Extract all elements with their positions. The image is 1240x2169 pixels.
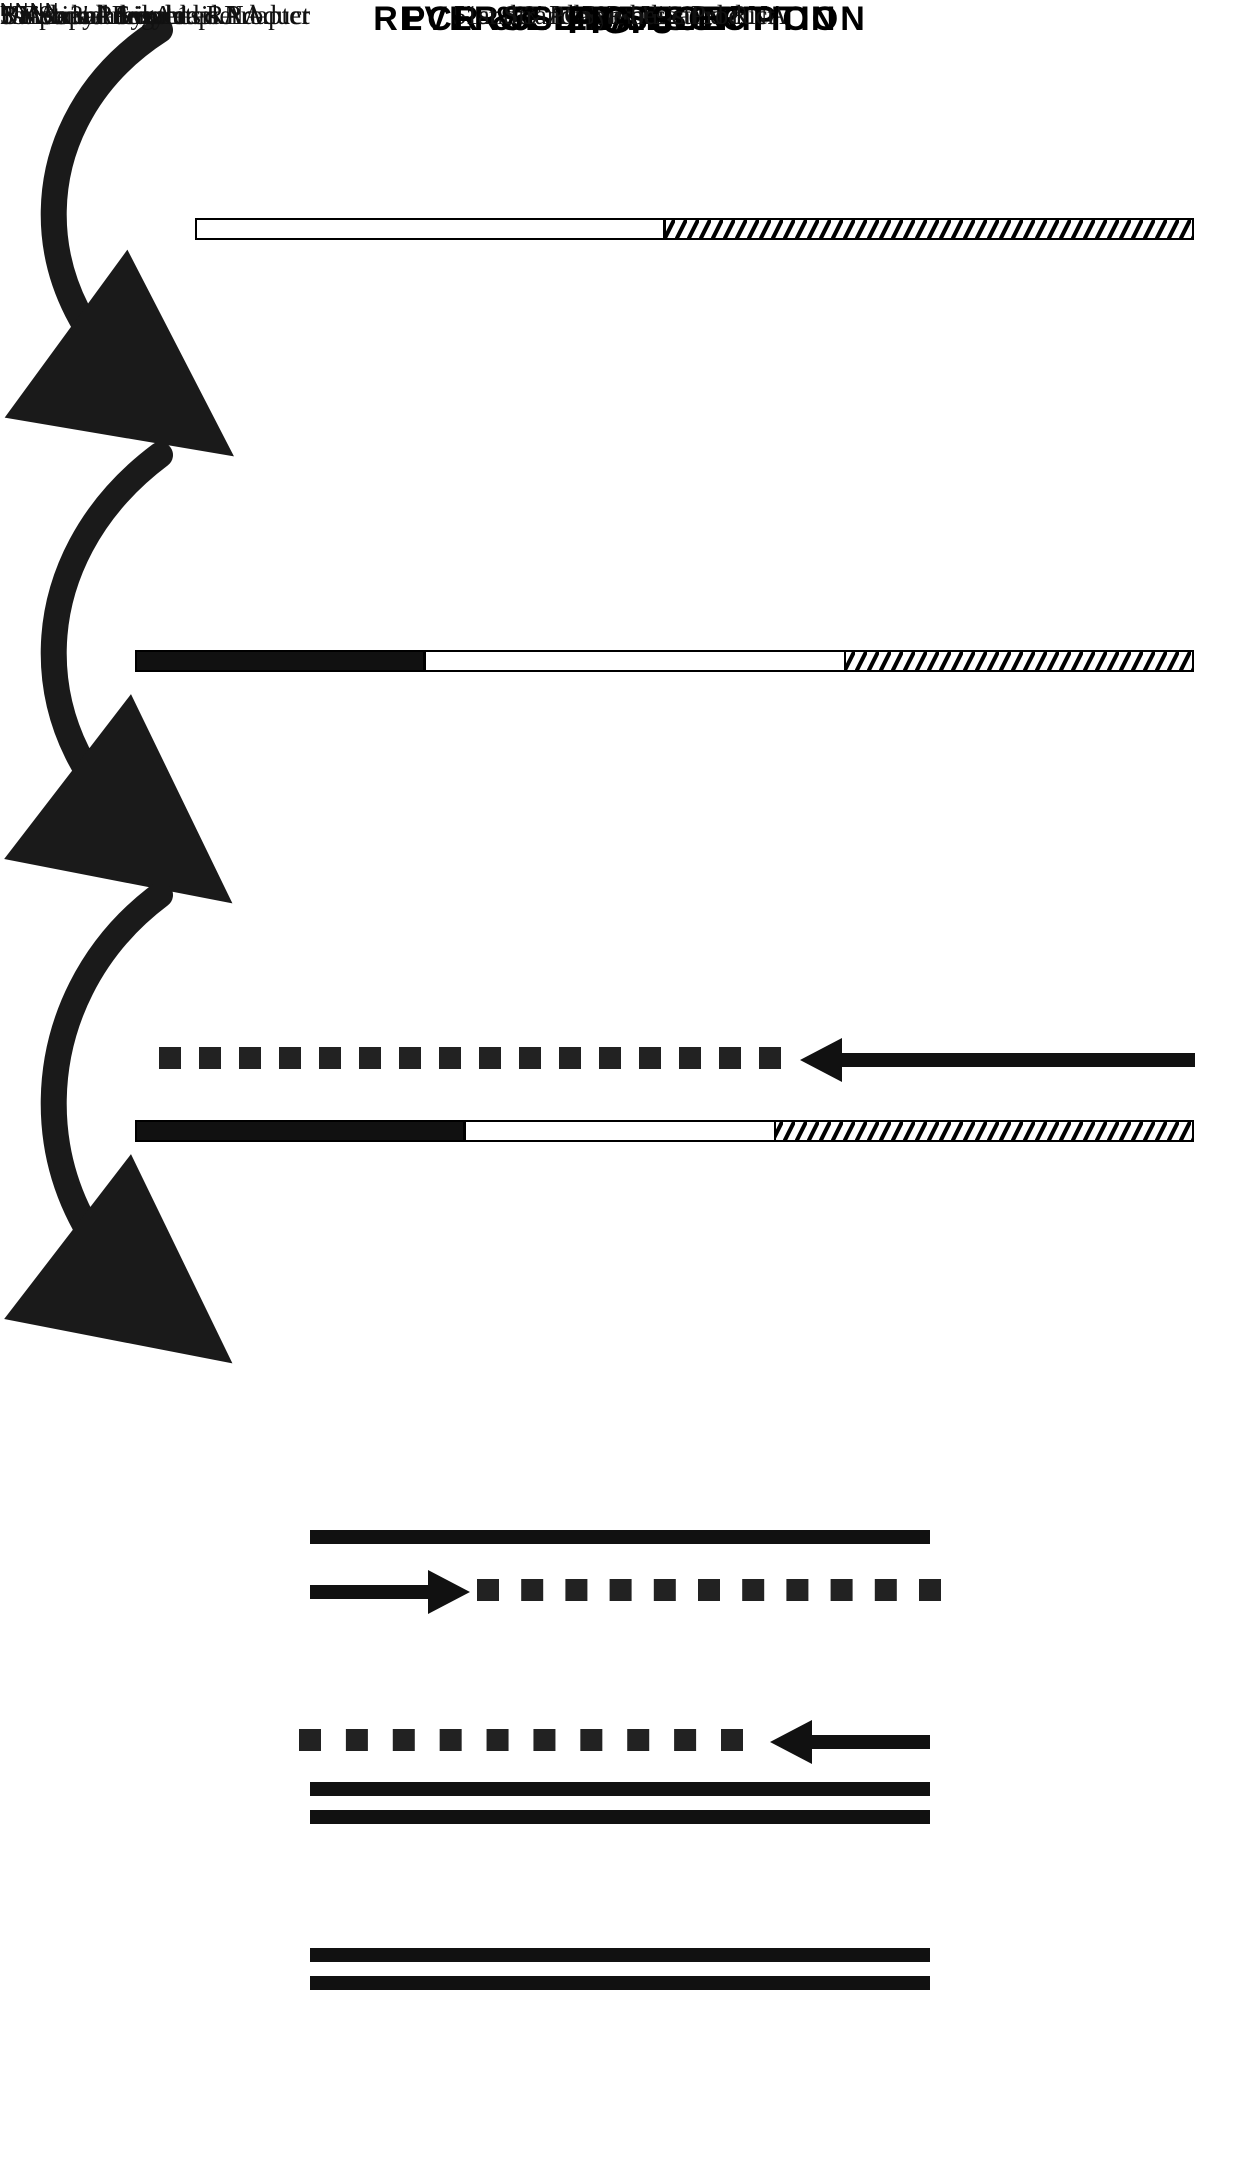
step4-pair1-bars xyxy=(310,1782,930,1824)
figure-container: 3' LIGATION NNNN RNA 3' Adenylated Adapt… xyxy=(0,0,1240,2169)
step4-pair2-bars xyxy=(310,1948,930,1990)
figure-caption: FIG. 3 xyxy=(0,0,1240,43)
